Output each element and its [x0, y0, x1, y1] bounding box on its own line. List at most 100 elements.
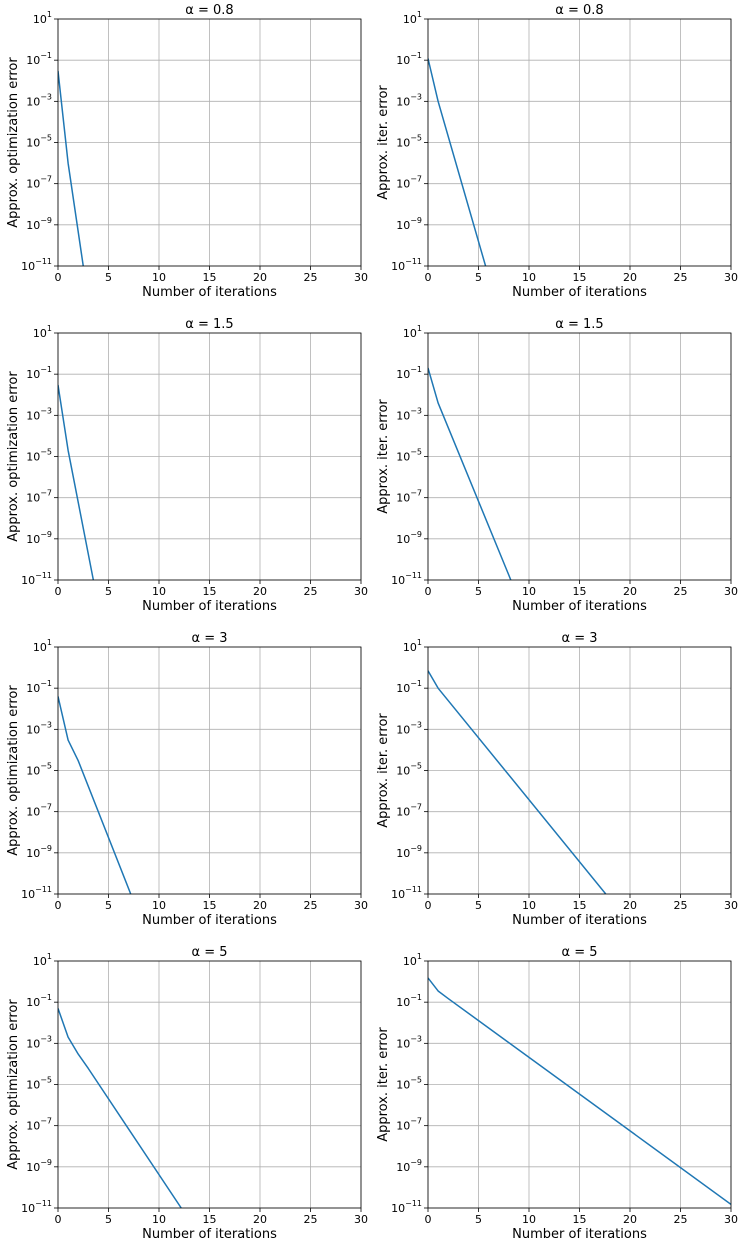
series-line	[58, 696, 132, 894]
x-tick-label: 10	[152, 585, 166, 598]
y-axis-label: Approx. optimization error	[6, 371, 21, 542]
x-tick-label: 25	[304, 899, 318, 912]
x-tick-label: 20	[253, 899, 267, 912]
x-axis-label: Number of iterations	[512, 285, 647, 300]
subplot-2: 0 5 10 15 20 25 30 101 10−1 10−3 10−5 10−7 10−9 10−11…	[376, 3, 738, 300]
y-axis-label: Approx. iter. error	[376, 85, 391, 200]
y-tick-label: 101	[403, 638, 422, 654]
y-tick-label: 10−1	[396, 993, 422, 1009]
y-tick-label: 10−11	[391, 257, 422, 273]
x-tick-label: 10	[522, 899, 536, 912]
y-tick-label: 101	[33, 638, 52, 654]
x-tick-label: 0	[55, 271, 62, 284]
x-tick-label: 10	[152, 899, 166, 912]
y-tick-label: 10−1	[26, 993, 52, 1009]
x-tick-label: 20	[253, 585, 267, 598]
y-tick-label: 10−11	[21, 885, 52, 901]
x-tick-label: 30	[724, 899, 738, 912]
y-tick-label: 101	[33, 10, 52, 26]
subplot-title: α = 3	[562, 631, 598, 646]
x-axis-label: Number of iterations	[142, 285, 277, 300]
y-tick-label: 10−5	[396, 1076, 422, 1092]
subplot-title: α = 0.8	[185, 3, 233, 18]
y-tick-label: 10−9	[26, 1158, 52, 1174]
x-tick-label: 15	[203, 585, 217, 598]
x-tick-label: 30	[354, 899, 368, 912]
y-tick-label: 10−9	[396, 1158, 422, 1174]
x-axis-label: Number of iterations	[512, 1227, 647, 1242]
y-tick-label: 10−1	[26, 365, 52, 381]
x-tick-label: 10	[522, 1213, 536, 1226]
y-tick-label: 10−7	[396, 489, 422, 505]
y-tick-label: 10−3	[26, 406, 52, 422]
y-tick-label: 10−9	[396, 216, 422, 232]
x-tick-label: 10	[522, 271, 536, 284]
x-tick-label: 25	[674, 899, 688, 912]
axes-frame	[57, 960, 362, 1209]
x-tick-label: 20	[253, 1213, 267, 1226]
subplot-title: α = 0.8	[555, 3, 603, 18]
y-tick-label: 10−11	[21, 257, 52, 273]
x-axis-label: Number of iterations	[142, 599, 277, 614]
y-tick-label: 10−3	[26, 1034, 52, 1050]
axes-frame	[57, 18, 362, 267]
y-tick-label: 10−3	[396, 1034, 422, 1050]
x-tick-label: 15	[573, 271, 587, 284]
y-tick-label: 10−5	[396, 134, 422, 150]
subplot-title: α = 5	[192, 945, 228, 960]
x-tick-label: 5	[475, 899, 482, 912]
series-line	[58, 384, 95, 580]
x-tick-label: 0	[55, 1213, 62, 1226]
axes-frame	[427, 960, 732, 1209]
x-tick-label: 10	[152, 1213, 166, 1226]
subplot-6: 0 5 10 15 20 25 30 101 10−1 10−3 10−5 10−7 10−9 10−11…	[376, 631, 738, 928]
y-tick-label: 10−7	[396, 803, 422, 819]
y-tick-label: 10−11	[21, 571, 52, 587]
x-tick-label: 0	[425, 899, 432, 912]
x-tick-label: 15	[573, 899, 587, 912]
x-tick-label: 5	[105, 899, 112, 912]
x-tick-label: 25	[674, 1213, 688, 1226]
y-axis-label: Approx. iter. error	[376, 399, 391, 514]
x-tick-label: 30	[354, 271, 368, 284]
y-tick-label: 101	[403, 10, 422, 26]
y-tick-label: 10−1	[396, 679, 422, 695]
x-tick-label: 0	[55, 899, 62, 912]
y-tick-label: 10−9	[26, 844, 52, 860]
x-tick-label: 20	[253, 271, 267, 284]
x-tick-label: 20	[623, 899, 637, 912]
x-tick-label: 30	[354, 585, 368, 598]
x-tick-label: 15	[573, 1213, 587, 1226]
x-tick-label: 10	[152, 271, 166, 284]
y-tick-label: 10−11	[21, 1199, 52, 1215]
y-tick-label: 10−7	[396, 175, 422, 191]
x-tick-label: 5	[105, 1213, 112, 1226]
x-tick-label: 25	[674, 585, 688, 598]
y-tick-label: 10−5	[26, 762, 52, 778]
subplot-title: α = 3	[192, 631, 228, 646]
y-tick-label: 10−3	[396, 720, 422, 736]
series-line	[428, 58, 487, 266]
series-line	[58, 70, 84, 266]
y-tick-label: 10−3	[396, 406, 422, 422]
y-tick-label: 10−1	[396, 51, 422, 67]
x-tick-label: 25	[304, 271, 318, 284]
x-tick-label: 0	[425, 585, 432, 598]
x-tick-label: 15	[203, 899, 217, 912]
y-axis-label: Approx. optimization error	[6, 999, 21, 1170]
subplot-5: 0 5 10 15 20 25 30 101 10−1 10−3 10−5 10−7 10−9 10−11…	[6, 631, 368, 928]
subplot-4: 0 5 10 15 20 25 30 101 10−1 10−3 10−5 10−7 10−9 10−11…	[376, 317, 738, 614]
y-tick-label: 10−9	[396, 530, 422, 546]
subplot-title: α = 5	[562, 945, 598, 960]
x-tick-label: 25	[674, 271, 688, 284]
y-tick-label: 10−11	[391, 885, 422, 901]
y-tick-label: 10−11	[391, 1199, 422, 1215]
y-tick-label: 10−3	[26, 720, 52, 736]
x-tick-label: 10	[522, 585, 536, 598]
y-tick-label: 10−5	[26, 448, 52, 464]
x-tick-label: 30	[724, 1213, 738, 1226]
y-tick-label: 10−1	[396, 365, 422, 381]
y-tick-label: 10−7	[26, 489, 52, 505]
y-tick-label: 10−9	[26, 530, 52, 546]
